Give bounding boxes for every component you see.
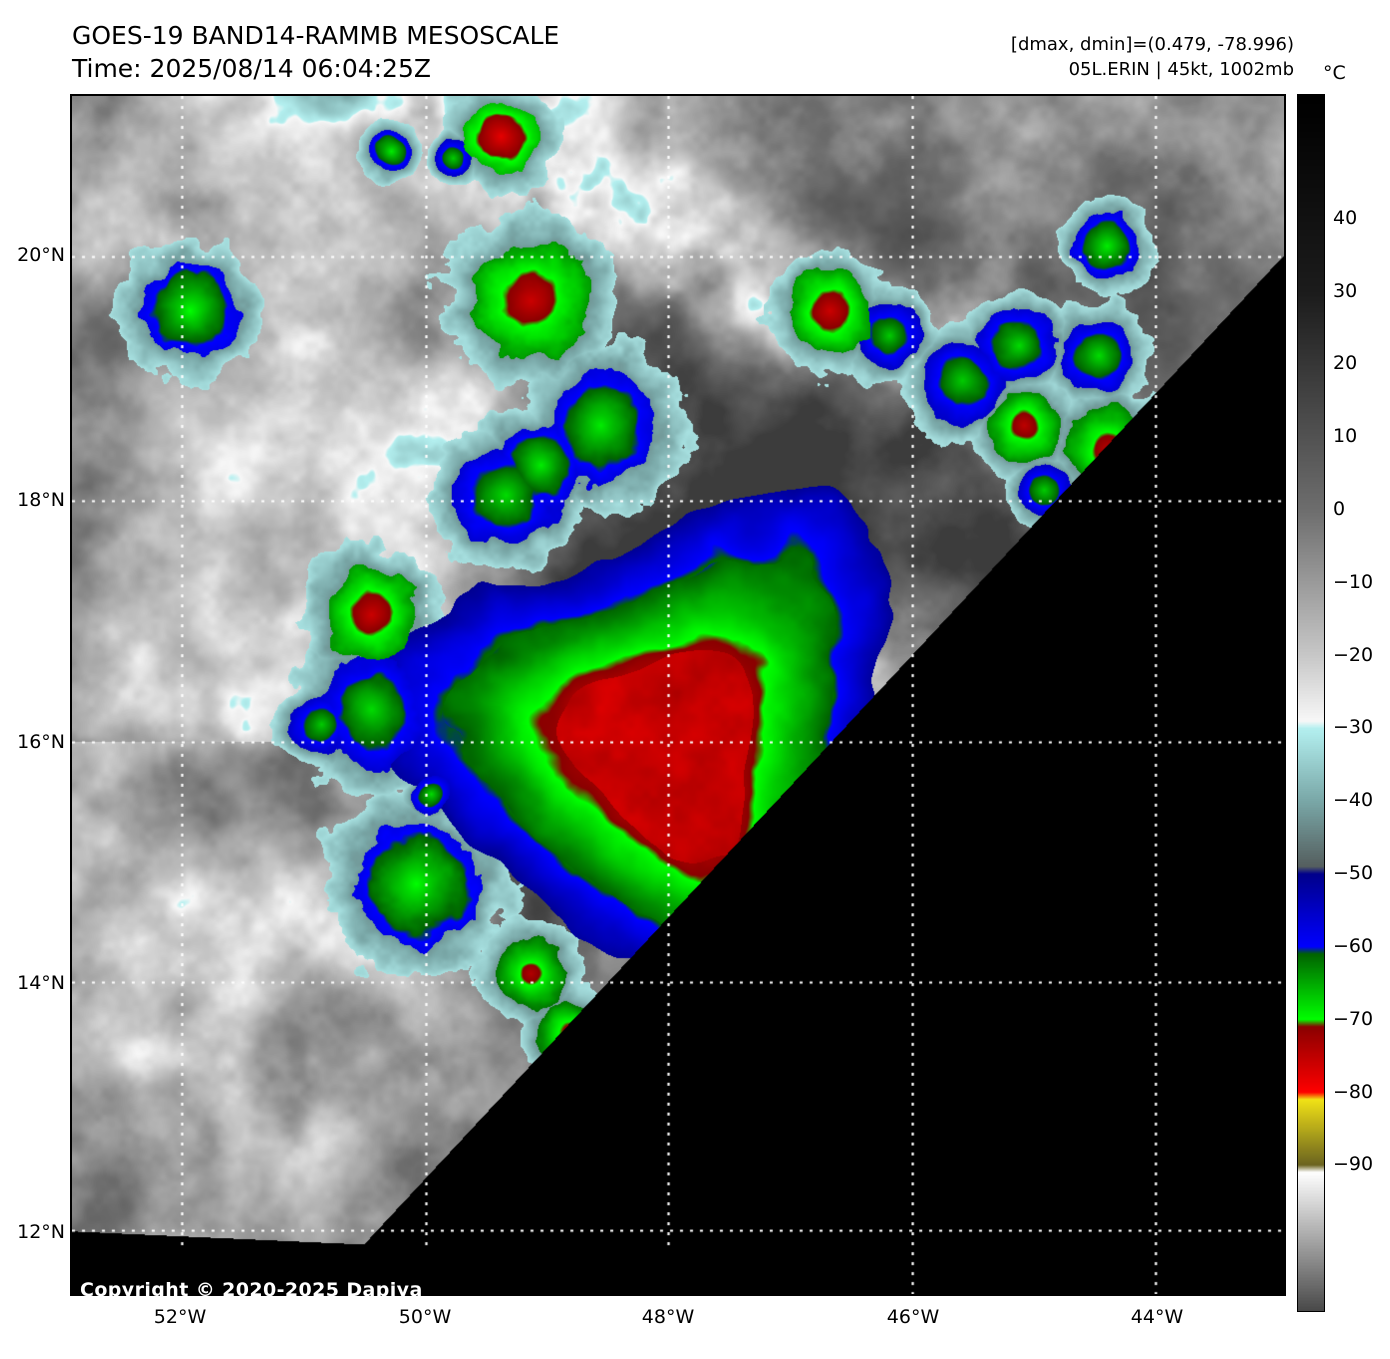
colorbar-tick-11: −70 bbox=[1333, 1007, 1374, 1030]
colorbar-tick-9: −50 bbox=[1333, 862, 1374, 885]
storm-info-text: 05L.ERIN | 45kt, 1002mb bbox=[1068, 59, 1294, 81]
lon-tick-1: 50°W bbox=[398, 1306, 452, 1328]
satellite-image-panel bbox=[70, 94, 1286, 1296]
lat-tick-4: 12°N bbox=[17, 1221, 65, 1243]
colorbar-tick-0: 40 bbox=[1333, 206, 1358, 229]
colorbar-tick-1: 30 bbox=[1333, 279, 1358, 302]
metadata-block: [dmax, dmin]=(0.479, -78.996) 05L.ERIN |… bbox=[1011, 32, 1294, 82]
lat-tick-3: 14°N bbox=[17, 972, 65, 994]
infrared-satellite-heatmap bbox=[72, 96, 1284, 1294]
colorbar-tick-12: −80 bbox=[1333, 1080, 1374, 1103]
colorbar-unit-label: °C bbox=[1323, 62, 1346, 84]
colorbar-tick-3: 10 bbox=[1333, 425, 1358, 448]
colorbar-tick-2: 20 bbox=[1333, 352, 1358, 375]
dmax-dmin-text: [dmax, dmin]=(0.479, -78.996) bbox=[1010, 34, 1294, 55]
lat-tick-1: 18°N bbox=[17, 489, 65, 511]
colorbar-tick-10: −60 bbox=[1333, 934, 1374, 957]
title-line-2: Time: 2025/08/14 06:04:25Z bbox=[72, 53, 431, 83]
colorbar-tick-8: −40 bbox=[1333, 789, 1374, 812]
colorbar-tick-5: −10 bbox=[1333, 570, 1374, 593]
colorbar-tick-13: −90 bbox=[1333, 1153, 1374, 1176]
colorbar-gradient bbox=[1298, 95, 1324, 1311]
lat-tick-2: 16°N bbox=[17, 731, 65, 753]
lon-tick-0: 52°W bbox=[153, 1306, 207, 1328]
colorbar-tick-6: −20 bbox=[1333, 643, 1374, 666]
copyright-text: Copyright © 2020-2025 Dapiya bbox=[80, 1279, 423, 1301]
lon-tick-3: 46°W bbox=[886, 1306, 940, 1328]
page-title: GOES-19 BAND14-RAMMB MESOSCALE Time: 202… bbox=[72, 20, 559, 85]
colorbar-tick-7: −30 bbox=[1333, 716, 1374, 739]
lon-tick-4: 44°W bbox=[1130, 1306, 1184, 1328]
title-line-1: GOES-19 BAND14-RAMMB MESOSCALE bbox=[72, 21, 560, 50]
lat-tick-0: 20°N bbox=[17, 244, 65, 266]
colorbar-tick-4: 0 bbox=[1333, 498, 1346, 521]
lon-tick-2: 48°W bbox=[641, 1306, 695, 1328]
temperature-colorbar bbox=[1297, 94, 1325, 1312]
